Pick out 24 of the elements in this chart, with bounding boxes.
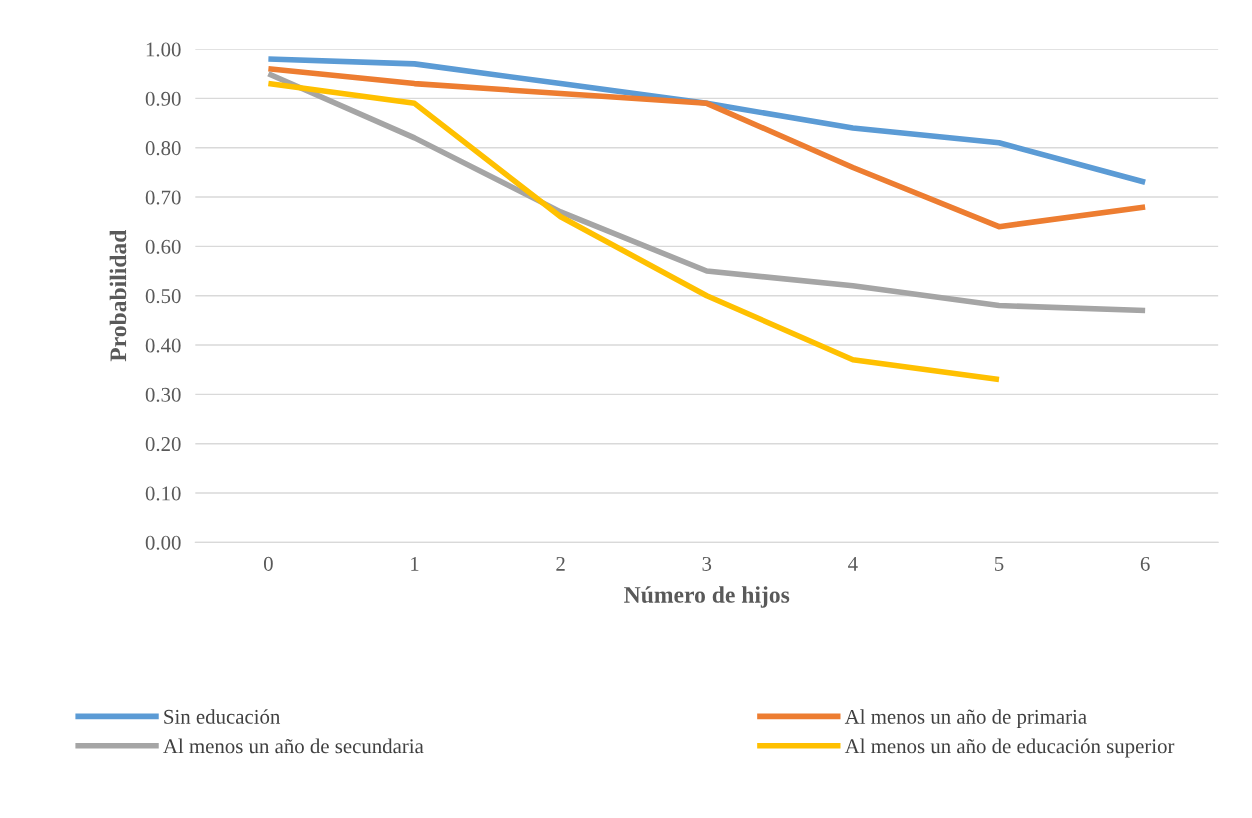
x-axis-title: Número de hijos xyxy=(624,586,790,608)
y-tick-label: 0.00 xyxy=(145,535,181,550)
y-tick-label: 0.50 xyxy=(145,289,181,304)
y-tick-label: 0.90 xyxy=(145,91,181,106)
x-tick-label: 4 xyxy=(848,556,858,571)
y-tick-label: 0.30 xyxy=(145,387,181,402)
legend-label: Al menos un año de educación superior xyxy=(844,738,1175,758)
y-tick-label: 0.40 xyxy=(145,338,181,353)
y-axis-title: Probabilidad xyxy=(109,229,127,362)
y-tick-label: 0.10 xyxy=(145,486,181,501)
y-tick-label: 0.20 xyxy=(145,437,181,452)
y-tick-label: 0.70 xyxy=(145,190,181,205)
x-tick-label: 2 xyxy=(556,556,565,571)
legend-label: Al menos un año de primaria xyxy=(844,709,1087,729)
x-tick-label: 5 xyxy=(995,557,1004,571)
x-tick-label: 6 xyxy=(1140,556,1150,571)
x-tick-label: 0 xyxy=(263,556,273,571)
y-tick-label: 0.60 xyxy=(145,239,181,254)
y-tick-label: 1.00 xyxy=(146,42,181,57)
x-tick-label: 3 xyxy=(702,556,712,571)
legend-label: Al menos un año de secundaria xyxy=(163,738,424,754)
y-tick-label: 0.80 xyxy=(145,141,181,156)
legend-label: Sin educación xyxy=(164,709,281,724)
x-tick-label: 1 xyxy=(411,556,419,571)
